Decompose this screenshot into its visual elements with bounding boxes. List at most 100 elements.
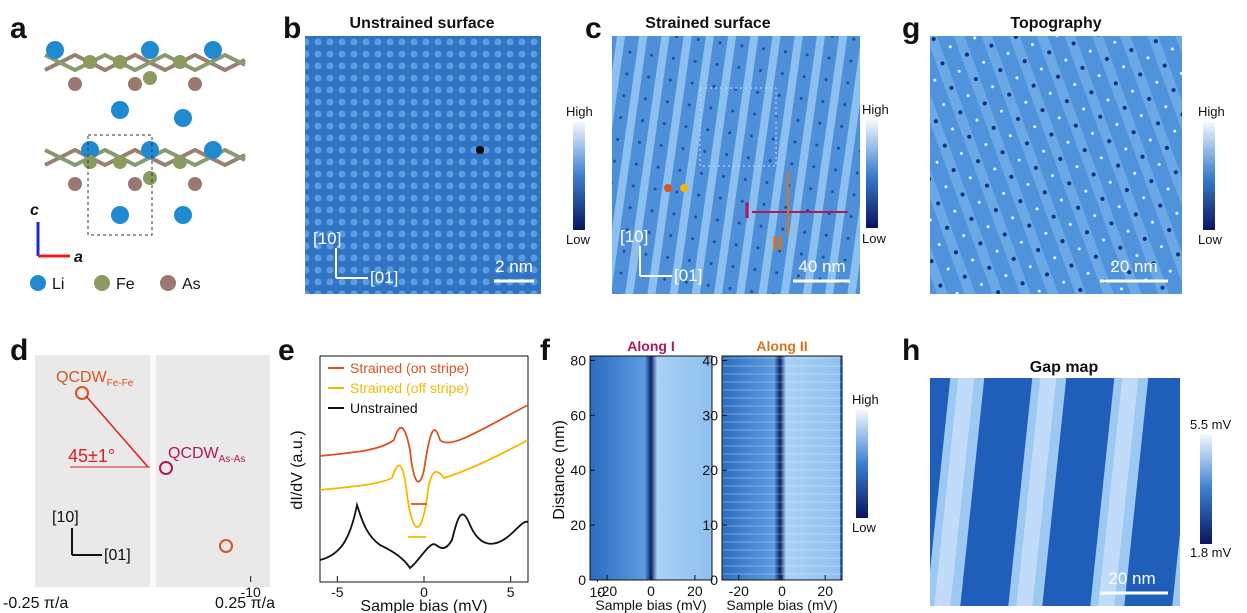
direction-arrows [639,246,672,277]
direction-arrows [71,528,102,556]
marker [664,184,672,192]
y-axis-label: Distance (nm) [551,420,568,520]
x-tick-label: -20 [729,583,749,599]
stm-image [305,36,541,294]
panel-label: h [902,334,920,367]
panel-title: Gap map [1030,359,1099,376]
y-axis-label: dI/dV (a.u.) [289,430,306,509]
peak-label: QCDWAs-As [168,445,245,465]
x-tick-label: 0 [647,583,655,599]
x-tick-label: 10 [590,584,606,600]
y-tick-label: 20 [702,462,718,478]
x-tick-label: 20 [687,583,703,599]
plot-frame [589,355,713,581]
direction-arrows [335,248,368,279]
colorbar-label: High [852,392,879,407]
panel-label: c [585,12,602,45]
y-tick-label: 80 [570,352,586,368]
scale-bar-label: 20 nm [1108,569,1155,588]
panel-title: Unstrained surface [350,15,495,32]
axis-label: c [30,202,39,219]
region [699,87,777,167]
colorbar-label: High [862,102,889,117]
legend-marker [94,275,110,291]
colorbar-label: 5.5 mV [1190,417,1232,432]
marker [476,146,484,154]
x-tick-label: 0 [778,583,786,599]
colorbar [573,122,585,230]
legend-text: Li [52,276,64,293]
y-tick-label: 40 [570,462,586,478]
y-tick-label: 10 [702,517,718,533]
cut-label: I [744,198,750,223]
plot-title: Along II [756,338,807,354]
peak-marker [75,386,89,400]
stm-image [612,36,860,294]
direction-label: [10] [620,227,648,246]
legend-text: Strained (on stripe) [350,360,469,376]
x-tick-label: 0 [420,584,428,600]
direction-label: [01] [104,547,131,564]
legend-text: Fe [116,276,135,293]
x-axis-label: Sample bias (mV) [360,598,487,613]
range-label: -0.25 π/a [3,595,68,612]
x-tick-label: -5 [331,584,344,600]
y-tick-label: 20 [570,517,586,533]
y-tick-label: 60 [570,407,586,423]
scale-bar-label: 40 nm [798,257,845,276]
scale-bar-label: 20 nm [1110,257,1157,276]
x-tick-label: -20 [597,583,617,599]
scale-bar-label: 2 nm [495,257,533,276]
spectral-map [590,356,712,580]
colorbar-label: High [1198,104,1225,119]
legend-marker [30,275,46,291]
direction-label: [01] [674,266,702,285]
colorbar [856,410,868,518]
gap-map [930,378,1180,606]
legend-text: Unstrained [350,400,418,416]
x-tick-label: 5 [507,584,515,600]
peak-marker [159,461,173,475]
panel-title: Topography [1010,15,1101,32]
panel-label: g [902,12,920,45]
legend-text: As [182,276,201,293]
direction-label: [01] [370,268,398,287]
cut-label: II [772,233,783,255]
fft-line [150,355,156,587]
marker [680,184,688,192]
panel-title: Strained surface [645,15,770,32]
legend-text: Strained (off stripe) [350,380,469,396]
y-tick-label: 40 [702,352,718,368]
panel-label: f [540,334,551,367]
peak-marker [219,539,233,553]
x-tick-label: -10 [241,584,261,600]
colorbar-label: Low [1198,232,1222,247]
stm-image [930,36,1182,294]
colorbar-label: Low [852,520,876,535]
direction-label: [10] [52,509,79,526]
colorbar-label: 1.8 mV [1190,545,1232,560]
panel-label: b [283,12,301,45]
peak-label: QCDWFe-Fe [56,369,134,389]
plot-frame [721,355,843,581]
y-tick-label: 0 [578,572,586,588]
axis-label: a [74,249,83,266]
colorbar [1200,434,1212,544]
atoms [46,41,222,236]
spectra [319,404,529,570]
x-axis-label: Sample bias (mV) [595,597,706,613]
x-axis-label: Sample bias (mV) [726,597,837,613]
x-tick-label: 20 [817,583,833,599]
vector-arrow [85,395,149,468]
panel-label: d [10,334,28,367]
colorbar [1203,122,1215,230]
direction-label: [10] [313,229,341,248]
colorbar [866,120,878,228]
colorbar-label: Low [862,231,886,246]
y-tick-label: 30 [702,407,718,423]
panel-label: e [278,334,295,367]
panel-label: a [10,12,27,45]
spectral-map [722,356,842,580]
legend-marker [160,275,176,291]
